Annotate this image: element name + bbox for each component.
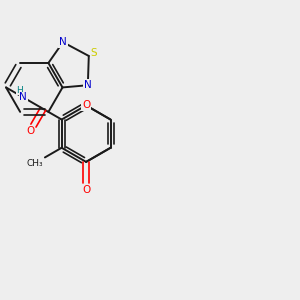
Text: O: O xyxy=(82,100,90,110)
Text: CH₃: CH₃ xyxy=(27,159,44,168)
Text: N: N xyxy=(20,92,27,102)
Text: H: H xyxy=(16,85,23,94)
Text: O: O xyxy=(26,126,34,136)
Text: S: S xyxy=(91,48,97,58)
Text: N: N xyxy=(84,80,92,90)
Text: O: O xyxy=(82,185,90,195)
Text: N: N xyxy=(59,37,67,47)
